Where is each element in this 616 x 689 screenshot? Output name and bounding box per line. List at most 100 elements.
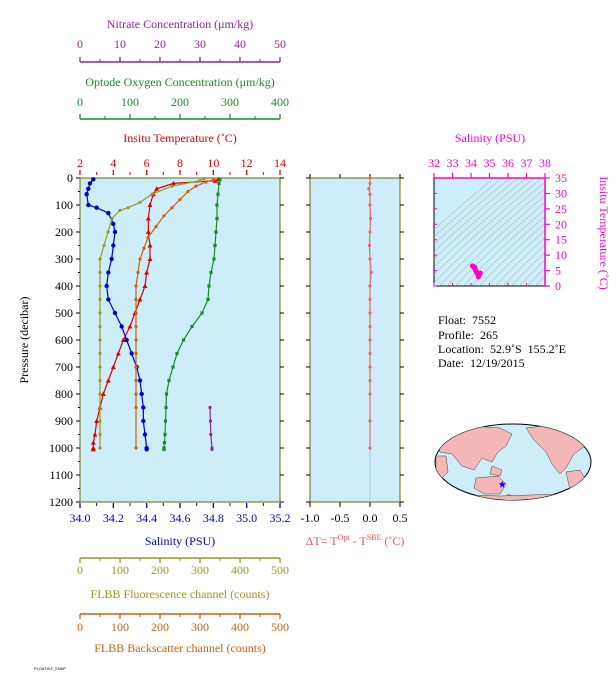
backscatter-tick-label: 500 xyxy=(271,620,289,634)
fluorescence-point xyxy=(98,378,102,383)
dt-point xyxy=(368,230,372,234)
dt-x-axis-label: ΔT= TOpt - TSBE (˚C) xyxy=(306,533,405,548)
fluorescence-axis-title: FLBB Fluorescence channel (counts) xyxy=(91,587,270,601)
dt-point xyxy=(368,324,372,329)
ts-y-tick-label: 35 xyxy=(555,171,567,185)
temperature-tick-label: 8 xyxy=(177,156,183,170)
salinity-point xyxy=(129,351,134,356)
oxygen-point xyxy=(164,405,168,410)
temperature-point xyxy=(147,243,153,248)
ts-density-contour xyxy=(502,244,545,286)
y-tick-label: 1000 xyxy=(49,441,73,455)
nitrate-tick-label: 10 xyxy=(114,37,126,51)
fluorescence-point xyxy=(98,284,102,288)
date: Date: 12/19/2015 xyxy=(438,356,525,370)
dt-point xyxy=(368,176,372,180)
backscatter-point xyxy=(138,257,142,261)
oxygen-point xyxy=(212,257,216,261)
y-tick-label: 1100 xyxy=(49,468,73,482)
temperature-point xyxy=(145,216,151,221)
oxygen-point xyxy=(215,203,219,207)
temperature-tick-label: 10 xyxy=(207,156,219,170)
ts-x-tick-label: 38 xyxy=(539,156,551,170)
fluorescence-point xyxy=(98,351,102,356)
ts-x-tick-label: 34 xyxy=(465,156,477,170)
salinity-point xyxy=(86,202,91,208)
ts-y-tick-label: 15 xyxy=(555,233,567,247)
ts-density-contour xyxy=(434,181,545,284)
temperature-point xyxy=(142,283,148,288)
y-tick-label: 700 xyxy=(55,360,73,374)
backscatter-point xyxy=(134,392,138,396)
temperature-point xyxy=(127,324,133,329)
y-tick-label: 600 xyxy=(55,333,73,347)
oxygen-tick-label: 400 xyxy=(271,95,289,109)
y-tick-label: 400 xyxy=(55,279,73,293)
ts-x-tick-label: 33 xyxy=(447,156,459,170)
dt-point xyxy=(368,284,372,288)
salinity-point xyxy=(142,432,148,437)
salinity-point xyxy=(112,229,118,235)
backscatter-axis-title: FLBB Backscatter channel (counts) xyxy=(94,641,266,655)
backscatter-tick-label: 400 xyxy=(231,620,249,634)
ts-density-contour xyxy=(434,178,495,230)
ts-density-contour xyxy=(434,178,535,268)
ts-x-tick-label: 36 xyxy=(502,156,514,170)
fluorescence-point xyxy=(110,216,114,221)
fluorescence-point xyxy=(98,419,102,423)
salinity-axis-title: Salinity (PSU) xyxy=(145,534,215,548)
nitrate-tick-label: 50 xyxy=(274,37,286,51)
dt-plot-background xyxy=(309,177,401,503)
fluorescence-point xyxy=(98,311,102,315)
y-axis-label: Pressure (decibar) xyxy=(17,297,31,384)
continent-islands xyxy=(489,465,503,477)
ts-density-contour xyxy=(510,252,545,286)
ts-density-contour xyxy=(462,208,545,286)
salinity-tick-label: 34.0 xyxy=(70,511,91,525)
y-tick-label: 800 xyxy=(55,387,73,401)
oxygen-point xyxy=(164,392,169,396)
salinity-point xyxy=(86,186,91,191)
backscatter-point xyxy=(134,284,138,288)
dt-x-tick-label: -1.0 xyxy=(301,511,320,525)
oxygen-tick-label: 300 xyxy=(221,95,239,109)
salinity-point xyxy=(111,221,116,227)
ts-density-contour xyxy=(434,178,527,260)
salinity-point xyxy=(137,378,143,383)
salinity-point xyxy=(84,192,89,197)
oxygen-point xyxy=(207,284,211,288)
y-tick-label: 300 xyxy=(55,252,73,266)
y-tick-label: 0 xyxy=(67,171,73,185)
fluorescence-point xyxy=(126,206,130,210)
backscatter-point xyxy=(134,297,138,302)
oxygen-point xyxy=(213,243,217,248)
continent-asia xyxy=(435,425,513,471)
temperature-tick-label: 12 xyxy=(241,156,253,170)
fluorescence-point xyxy=(150,192,154,196)
backscatter-point xyxy=(178,198,182,202)
backscatter-point xyxy=(134,378,138,383)
ts-density-contours xyxy=(434,178,545,286)
ts-density-contour xyxy=(494,237,545,286)
temperature-point xyxy=(137,297,143,302)
oxygen-point xyxy=(200,311,204,315)
ts-y-tick-label: 10 xyxy=(555,248,567,262)
oxygen-point xyxy=(175,351,179,356)
backscatter-point xyxy=(136,270,140,275)
dt-point xyxy=(368,378,372,383)
nitrate-point xyxy=(208,419,212,423)
salinity-point xyxy=(106,210,111,216)
fluorescence-point xyxy=(98,270,102,275)
salinity-tick-label: 34.6 xyxy=(170,511,191,525)
nitrate-axis-title: Nitrate Concentration (μm/kg) xyxy=(107,17,253,31)
fluorescence-point xyxy=(98,446,102,450)
nitrate-tick-label: 30 xyxy=(194,37,206,51)
nitrate-tick-label: 40 xyxy=(234,37,246,51)
temperature-tick-label: 4 xyxy=(110,156,116,170)
temperature-point xyxy=(105,378,111,383)
ts-point xyxy=(477,270,483,276)
temperature-axis-title: Insitu Temperature (˚C) xyxy=(123,131,237,145)
fluorescence-point xyxy=(102,243,106,248)
